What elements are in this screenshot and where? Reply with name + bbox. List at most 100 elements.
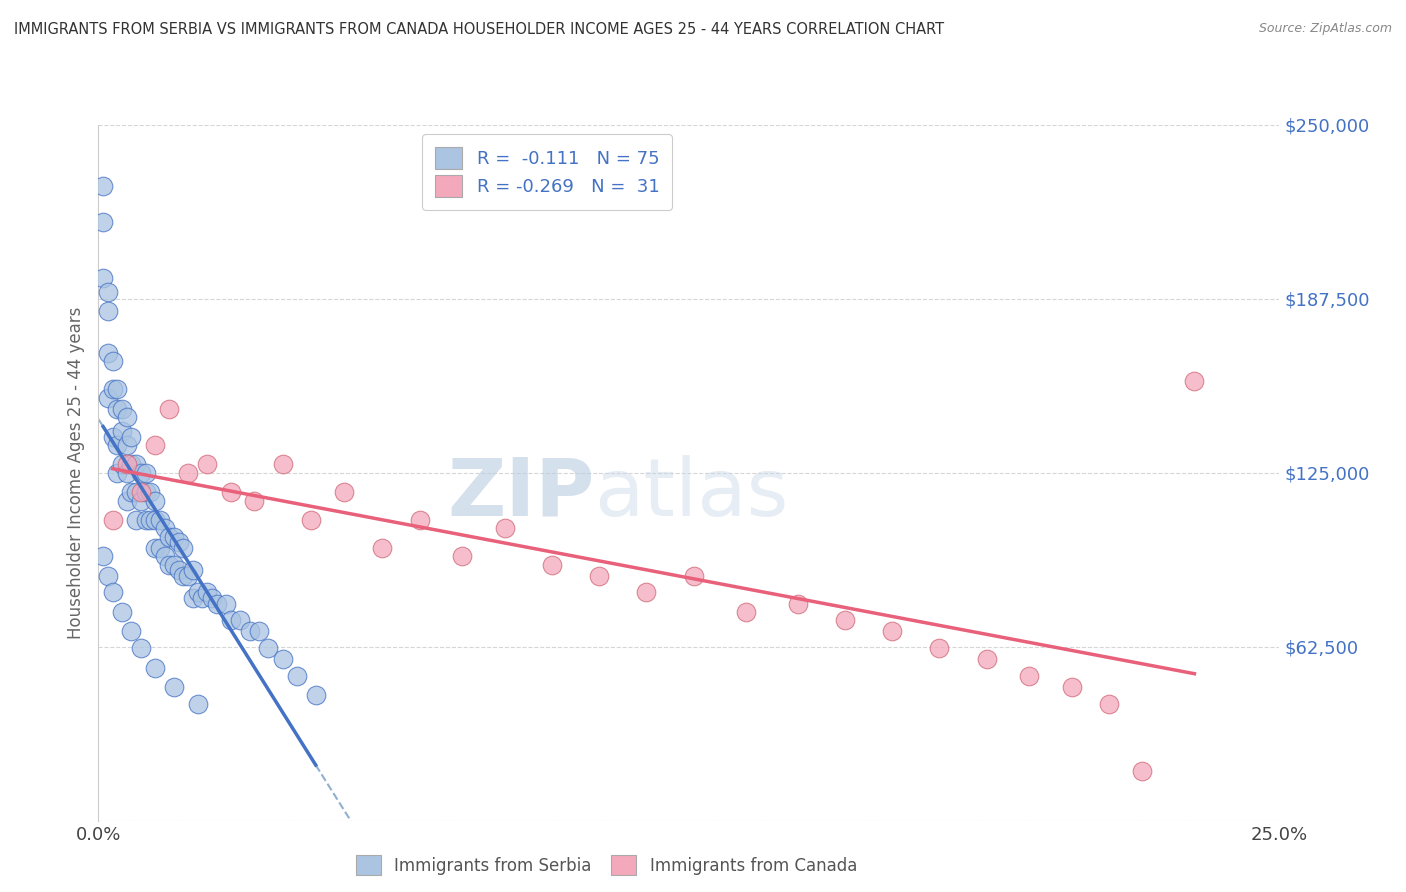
Point <box>285 669 308 683</box>
Point <box>143 541 166 555</box>
Point <box>219 485 242 500</box>
Point <box>91 215 114 229</box>
Point <box>167 535 190 549</box>
Point <box>1018 669 1040 683</box>
Point <box>121 485 143 500</box>
Point <box>143 438 166 452</box>
Point <box>271 652 294 666</box>
Text: IMMIGRANTS FROM SERBIA VS IMMIGRANTS FROM CANADA HOUSEHOLDER INCOME AGES 25 - 44: IMMIGRANTS FROM SERBIA VS IMMIGRANTS FRO… <box>14 22 945 37</box>
Point <box>129 485 152 500</box>
Point <box>111 424 134 438</box>
Point <box>105 382 128 396</box>
Point <box>149 541 172 555</box>
Text: ZIP: ZIP <box>447 455 595 533</box>
Point <box>105 466 128 480</box>
Point <box>541 558 564 572</box>
Point <box>333 485 356 500</box>
Point <box>105 438 128 452</box>
Point <box>129 466 152 480</box>
Point <box>101 513 124 527</box>
Point <box>91 549 114 564</box>
Point <box>91 179 114 194</box>
Point <box>191 591 214 605</box>
Point <box>129 641 152 656</box>
Point <box>408 513 430 527</box>
Point <box>181 591 204 605</box>
Point <box>111 401 134 416</box>
Point <box>172 568 194 582</box>
Point <box>928 641 950 656</box>
Point <box>163 680 186 694</box>
Point <box>201 591 224 605</box>
Point <box>101 429 124 443</box>
Point <box>143 660 166 674</box>
Point <box>115 466 138 480</box>
Point <box>157 558 180 572</box>
Point <box>239 624 262 639</box>
Point <box>115 493 138 508</box>
Point <box>976 652 998 666</box>
Point <box>101 354 124 368</box>
Y-axis label: Householder Income Ages 25 - 44 years: Householder Income Ages 25 - 44 years <box>66 307 84 639</box>
Point <box>257 641 280 656</box>
Point <box>121 624 143 639</box>
Point <box>880 624 903 639</box>
Point <box>121 458 143 472</box>
Point <box>734 605 756 619</box>
Point <box>101 585 124 599</box>
Point <box>143 513 166 527</box>
Point <box>153 549 176 564</box>
Point <box>135 513 157 527</box>
Point <box>105 401 128 416</box>
Point <box>195 458 218 472</box>
Point <box>143 493 166 508</box>
Point <box>636 585 658 599</box>
Point <box>187 585 209 599</box>
Text: Source: ZipAtlas.com: Source: ZipAtlas.com <box>1258 22 1392 36</box>
Point <box>834 613 856 627</box>
Point <box>588 568 610 582</box>
Point <box>181 563 204 577</box>
Point <box>299 513 322 527</box>
Point <box>115 438 138 452</box>
Point <box>157 401 180 416</box>
Point <box>149 513 172 527</box>
Point <box>139 485 162 500</box>
Point <box>153 521 176 535</box>
Point <box>187 697 209 711</box>
Point <box>121 429 143 443</box>
Point <box>247 624 270 639</box>
Point <box>205 597 228 611</box>
Point <box>229 613 252 627</box>
Point <box>163 558 186 572</box>
Point <box>97 285 120 299</box>
Point <box>125 485 148 500</box>
Point <box>115 410 138 425</box>
Point <box>172 541 194 555</box>
Point <box>129 493 152 508</box>
Point <box>157 530 180 544</box>
Point <box>135 466 157 480</box>
Point <box>97 346 120 360</box>
Point <box>97 568 120 582</box>
Point <box>305 689 328 703</box>
Point <box>115 458 138 472</box>
Point <box>1184 374 1206 388</box>
Point <box>139 513 162 527</box>
Point <box>97 391 120 405</box>
Point <box>1098 697 1121 711</box>
Point <box>1132 764 1154 778</box>
Point <box>177 466 200 480</box>
Point <box>195 585 218 599</box>
Point <box>451 549 474 564</box>
Point <box>271 458 294 472</box>
Point <box>1060 680 1083 694</box>
Point <box>682 568 704 582</box>
Point <box>97 304 120 318</box>
Point <box>91 271 114 285</box>
Point <box>215 597 238 611</box>
Point <box>125 458 148 472</box>
Point <box>219 613 242 627</box>
Point <box>494 521 516 535</box>
Point <box>243 493 266 508</box>
